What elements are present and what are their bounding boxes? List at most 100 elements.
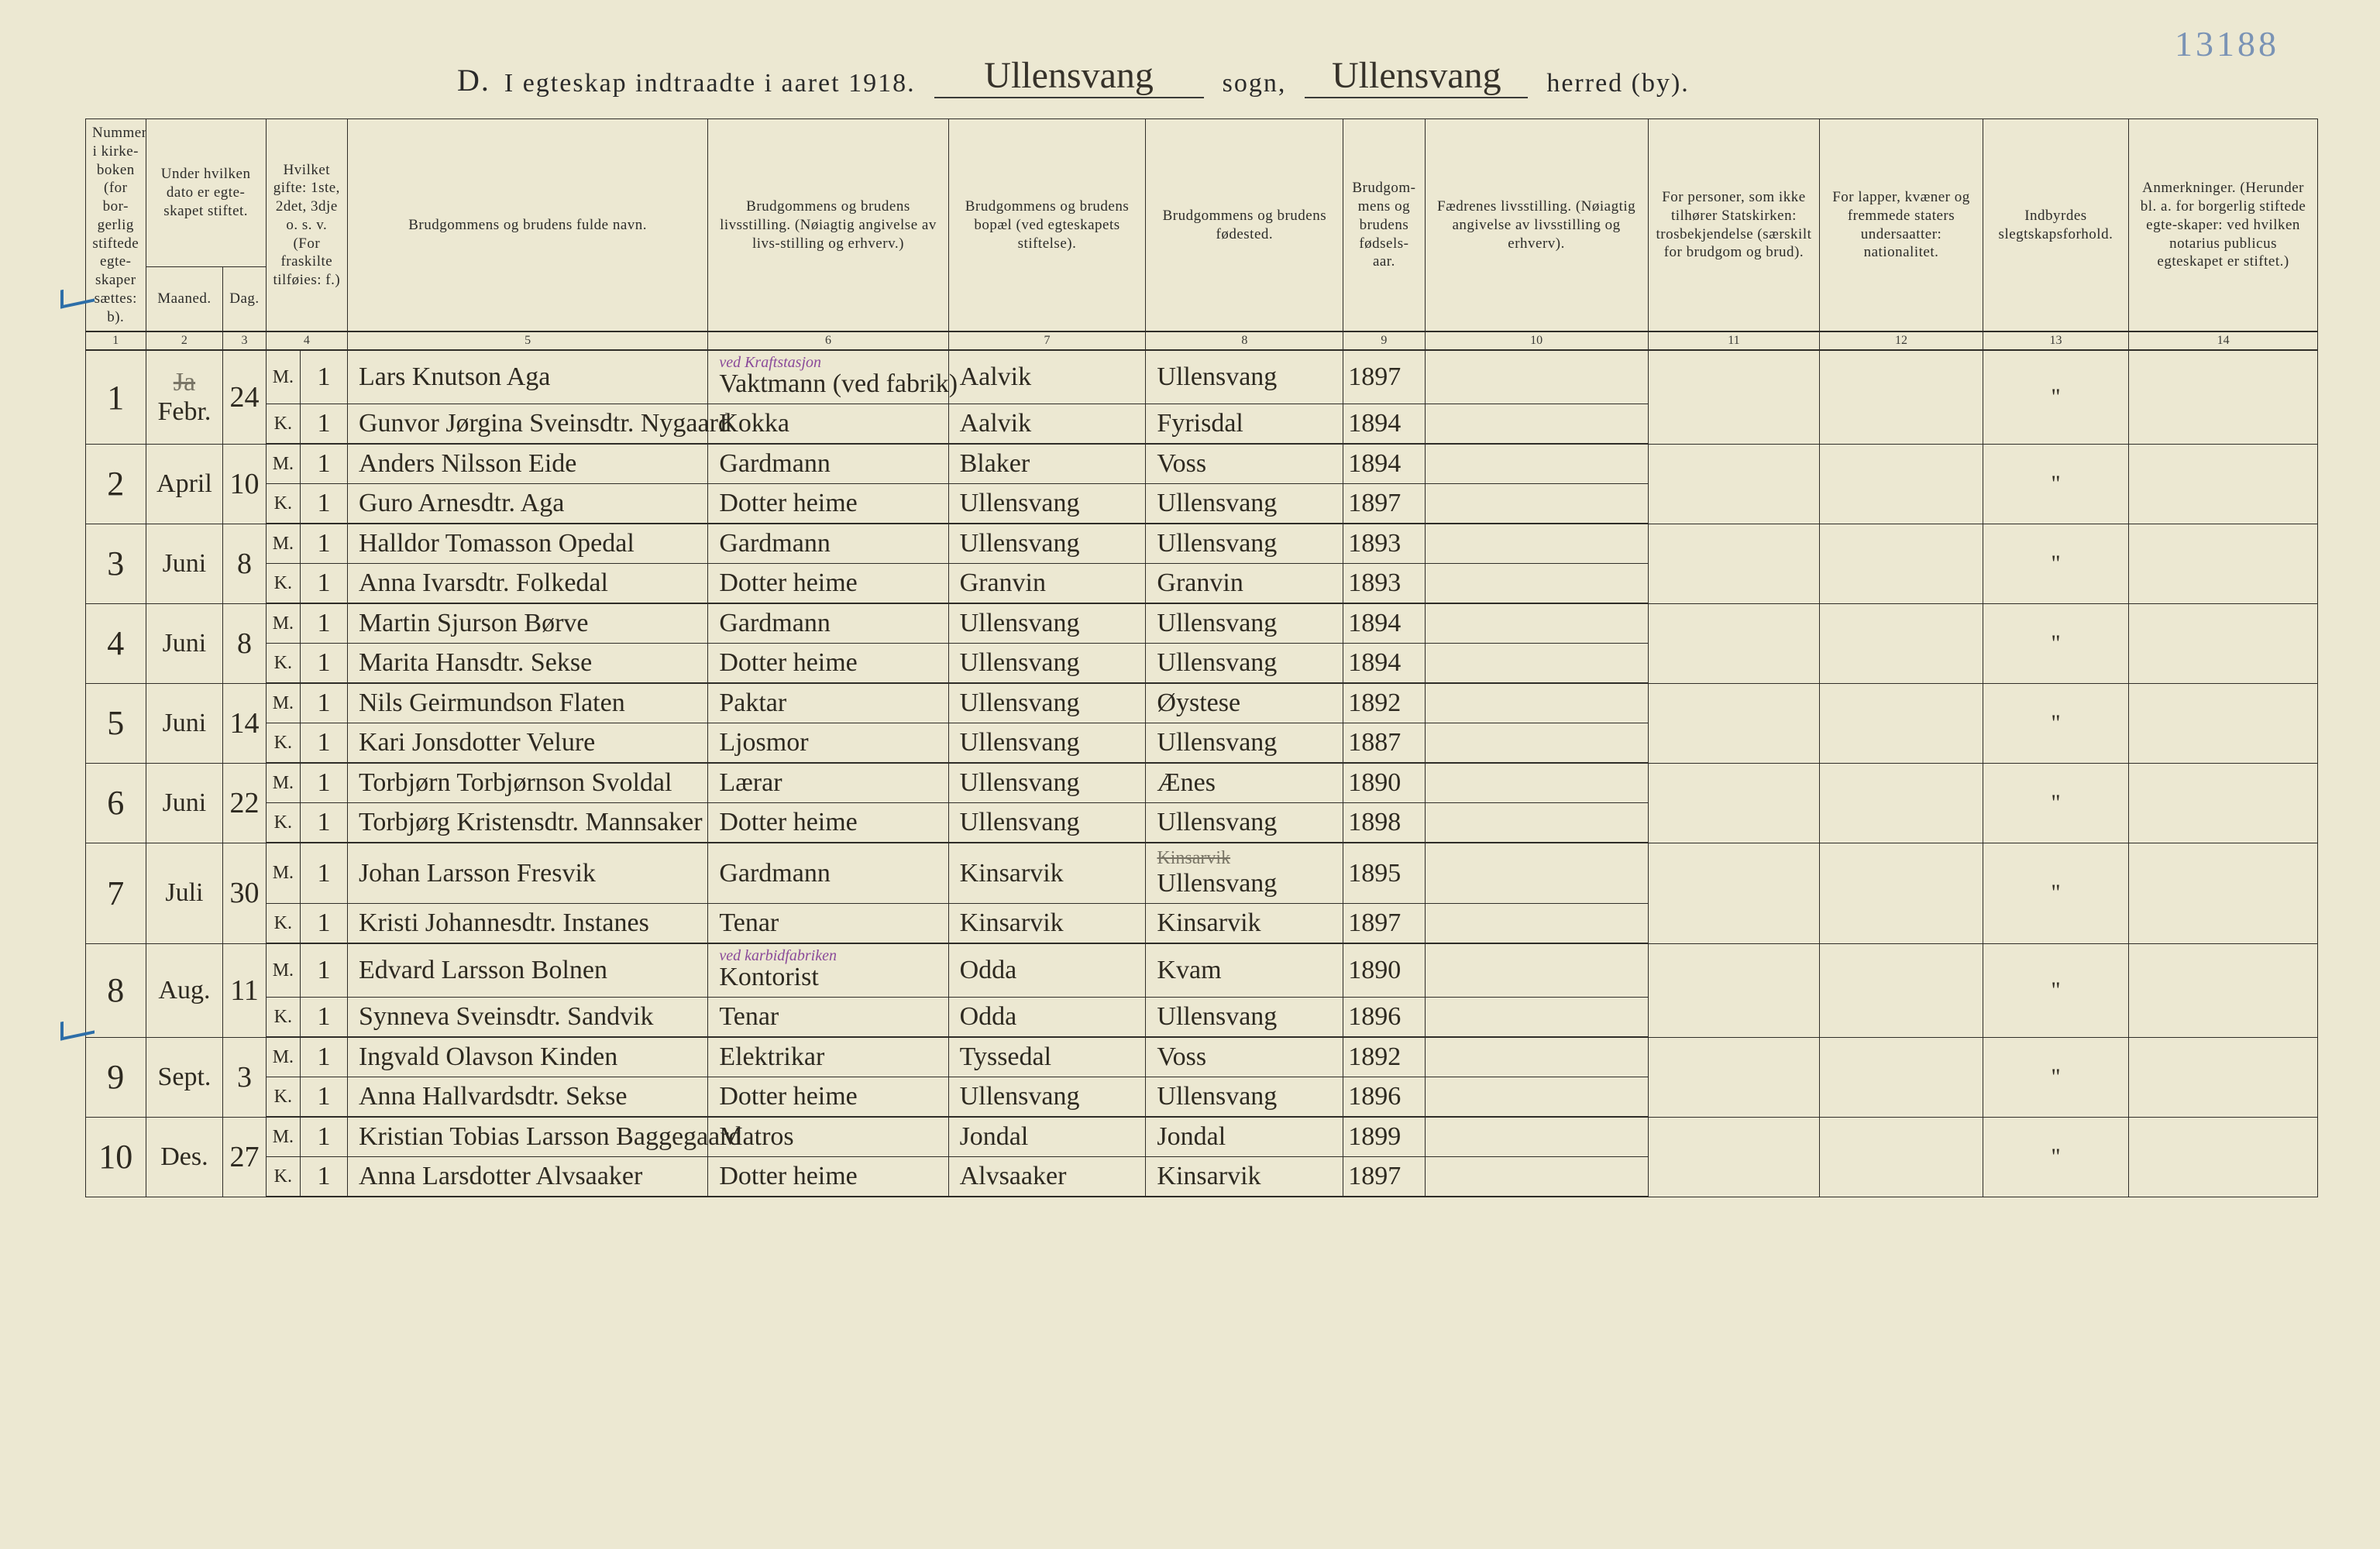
bride-occupation: Ljosmor [708,723,948,764]
bride-name: Kari Jonsdotter Velure [347,723,707,764]
fathers-occupation [1425,1117,1648,1157]
col-foedselsaar: Brudgom-mens og brudens fødsels-aar. [1343,119,1425,332]
bride-residence: Kinsarvik [948,904,1146,944]
gifte-number: 1 [301,404,348,445]
entry-number: 5 [86,683,146,763]
groom-occupation: Gardmann [708,843,948,904]
nationalitet [1820,1037,1983,1117]
bride-residence: Ullensvang [948,803,1146,843]
nationalitet [1820,683,1983,763]
gifte-number: 1 [301,484,348,524]
anmerkninger [2129,444,2318,524]
trosbekjendelse [1648,683,1820,763]
col-gifte: Hvilket gifte: 1ste, 2det, 3dje o. s. v.… [266,119,347,332]
entry-month: Juni [146,763,223,843]
column-number-row: 1 2 3 4 5 6 7 8 9 10 11 12 13 14 [86,331,2318,350]
bride-birthyear: 1897 [1343,1157,1425,1197]
gifte-number: 1 [301,723,348,764]
groom-birthyear: 1892 [1343,1037,1425,1077]
fathers-occupation [1425,1037,1648,1077]
entry-number: 1 [86,350,146,444]
register-page: 13188 D. I egteskap indtraadte i aaret 1… [0,0,2380,1549]
fathers-occupation [1425,644,1648,684]
colnum: 11 [1648,331,1820,350]
bride-occupation: Dotter heime [708,1077,948,1118]
bride-birthyear: 1896 [1343,1077,1425,1118]
groom-birthplace: Kvam [1146,943,1343,998]
fathers-occupation [1425,564,1648,604]
groom-occupation: Lærar [708,763,948,803]
bride-occupation: Dotter heime [708,564,948,604]
groom-name: Edvard Larsson Bolnen [347,943,707,998]
entry-row-groom: 10Des.27M.1Kristian Tobias Larsson Bagge… [86,1117,2318,1157]
gifte-number: 1 [301,1157,348,1197]
mk-label: K. [266,484,300,524]
bride-birthplace: Ullensvang [1146,998,1343,1038]
entry-row-groom: 8Aug.11M.1Edvard Larsson Bolnenved karbi… [86,943,2318,998]
fathers-occupation [1425,904,1648,944]
bride-birthyear: 1897 [1343,904,1425,944]
nationalitet [1820,943,1983,1037]
groom-name: Ingvald Olavson Kinden [347,1037,707,1077]
col-slegtskap: Indbyrdes slegtskapsforhold. [1983,119,2128,332]
col-nummer: Nummer i kirke-boken (for bor-gerlig sti… [86,119,146,332]
entry-day: 14 [223,683,266,763]
col-nationalitet: For lapper, kvæner og fremmede staters u… [1820,119,1983,332]
groom-name: Halldor Tomasson Opedal [347,524,707,564]
sogn-label: sogn, [1223,69,1287,98]
groom-residence: Aalvik [948,350,1146,404]
entry-month: Juni [146,683,223,763]
groom-occupation: Gardmann [708,444,948,484]
bride-birthyear: 1897 [1343,484,1425,524]
bride-residence: Aalvik [948,404,1146,445]
mk-label: M. [266,603,300,644]
gifte-number: 1 [301,524,348,564]
groom-birthyear: 1892 [1343,683,1425,723]
slegtskap-ditto: " [1983,763,2128,843]
mk-label: K. [266,564,300,604]
gifte-number: 1 [301,803,348,843]
fathers-occupation [1425,404,1648,445]
fathers-occupation [1425,843,1648,904]
mk-label: K. [266,904,300,944]
bride-residence: Granvin [948,564,1146,604]
entry-day: 11 [223,943,266,1037]
groom-birthplace: Voss [1146,444,1343,484]
nationalitet [1820,444,1983,524]
entry-number: 6 [86,763,146,843]
entry-number: 9 [86,1037,146,1117]
title-prefix: D. [457,62,490,98]
bride-occupation: Dotter heime [708,644,948,684]
col-navn: Brudgommens og brudens fulde navn. [347,119,707,332]
fathers-occupation [1425,444,1648,484]
table-header: Nummer i kirke-boken (for bor-gerlig sti… [86,119,2318,332]
slegtskap-ditto: " [1983,683,2128,763]
bride-occupation: Dotter heime [708,803,948,843]
entry-number: 4 [86,603,146,683]
col-trosbekjendelse: For personer, som ikke tilhører Statskir… [1648,119,1820,332]
fathers-occupation [1425,943,1648,998]
anmerkninger [2129,843,2318,943]
bride-name: Gunvor Jørgina Sveinsdtr. Nygaard [347,404,707,445]
mk-label: K. [266,1077,300,1118]
mk-label: M. [266,444,300,484]
mk-label: M. [266,1037,300,1077]
bride-occupation: Dotter heime [708,484,948,524]
entry-month: Juni [146,603,223,683]
anmerkninger [2129,524,2318,603]
slegtskap-ditto: " [1983,444,2128,524]
entry-row-groom: 1Ja Febr.24M.1Lars Knutson Agaved Krafts… [86,350,2318,404]
bride-birthplace: Ullensvang [1146,1077,1343,1118]
bride-name: Marita Hansdtr. Sekse [347,644,707,684]
bride-residence: Ullensvang [948,484,1146,524]
groom-name: Anders Nilsson Eide [347,444,707,484]
bride-birthplace: Granvin [1146,564,1343,604]
mk-label: M. [266,763,300,803]
groom-name: Lars Knutson Aga [347,350,707,404]
colnum: 10 [1425,331,1648,350]
gifte-number: 1 [301,763,348,803]
gifte-number: 1 [301,564,348,604]
gifte-number: 1 [301,644,348,684]
entry-number: 2 [86,444,146,524]
groom-birthyear: 1890 [1343,943,1425,998]
